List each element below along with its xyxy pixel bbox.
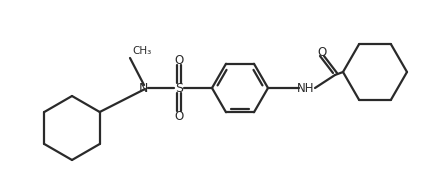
Text: CH₃: CH₃: [132, 46, 151, 56]
Text: O: O: [174, 54, 184, 67]
Text: O: O: [317, 46, 327, 59]
Text: NH: NH: [297, 81, 315, 94]
Text: S: S: [175, 81, 183, 94]
Text: O: O: [174, 110, 184, 123]
Text: N: N: [138, 81, 148, 94]
